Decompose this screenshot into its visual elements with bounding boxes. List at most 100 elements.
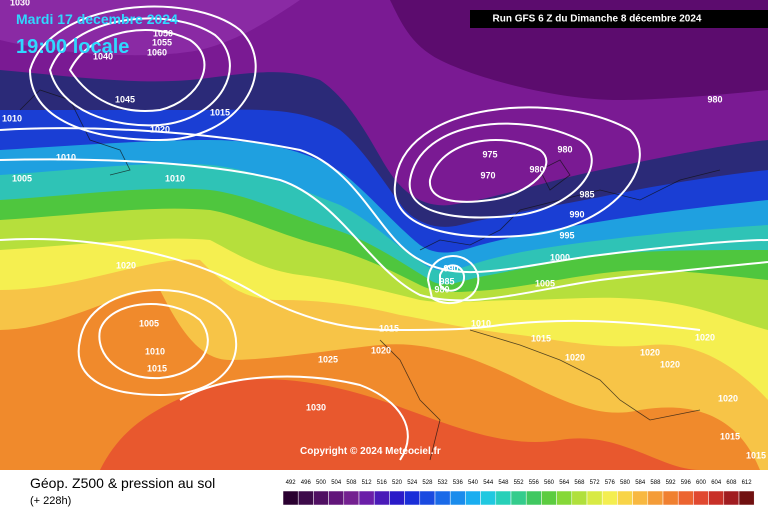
isobar-label: 1055	[152, 37, 172, 47]
scale-swatch	[708, 490, 725, 506]
scale-swatch	[677, 490, 694, 506]
isobar-label: 970	[480, 170, 495, 180]
isobar-label: 1010	[56, 152, 76, 162]
scale-swatch	[525, 490, 542, 506]
scale-label: 604	[711, 480, 722, 486]
scale-swatch	[282, 490, 299, 506]
scale-label: 580	[620, 480, 631, 486]
isobar-label: 1020	[116, 260, 136, 270]
scale-label: 500	[316, 480, 327, 486]
isobar-label: 995	[559, 230, 574, 240]
scale-swatch	[510, 490, 527, 506]
copyright: Copyright © 2024 Meteociel.fr	[300, 446, 441, 457]
isobar-label: 1020	[565, 352, 585, 362]
scale-swatch	[389, 490, 405, 506]
scale-swatch	[723, 490, 740, 506]
scale-label: 512	[362, 480, 373, 486]
isobar-label: 1050	[153, 28, 173, 38]
isobar-label: 1010	[145, 346, 165, 356]
scale-label: 516	[377, 480, 388, 486]
scale-label: 508	[346, 480, 357, 486]
z500-field	[0, 0, 768, 470]
scale-swatch	[647, 490, 664, 506]
isobar-label: 1010	[165, 173, 185, 183]
scale-label: 572	[590, 480, 601, 486]
isobar-label: 975	[482, 149, 497, 159]
scale-swatch	[480, 490, 497, 506]
scale-swatch	[328, 490, 345, 506]
legend-title: Géop. Z500 & pression au sol	[30, 475, 215, 491]
scale-label: 524	[407, 480, 418, 486]
scale-swatch	[693, 490, 709, 506]
isobar-label: 1005	[139, 318, 159, 328]
scale-label: 612	[742, 480, 753, 486]
scale-label: 544	[483, 480, 494, 486]
scale-label: 528	[422, 480, 433, 486]
color-scale: 492 496 500 504 508 512 516 520 524 528 532 536 540 5…	[282, 480, 755, 506]
isobar-label: 985	[579, 189, 594, 199]
scale-swatch	[373, 490, 390, 506]
scale-swatch	[343, 490, 360, 506]
isobar-label: 1020	[150, 124, 170, 134]
scale-label: 556	[529, 480, 540, 486]
scale-swatch	[571, 490, 588, 506]
scale-swatch	[404, 490, 421, 506]
isobar-label: 1020	[371, 345, 391, 355]
legend-subtitle: (+ 228h)	[30, 495, 71, 507]
isobar-label: 1005	[12, 173, 32, 183]
scale-label: 560	[544, 480, 555, 486]
isobar-label: 1045	[115, 94, 135, 104]
run-info: Run GFS 6 Z du Dimanche 8 décembre 2024	[493, 14, 702, 25]
scale-swatch	[556, 490, 573, 506]
isobar-label: 1015	[531, 333, 551, 343]
isobar-label: 1000	[550, 252, 570, 262]
isobar-label: 1025	[318, 354, 338, 364]
scale-swatch	[495, 490, 512, 506]
scale-swatch	[617, 490, 633, 506]
scale-label: 568	[574, 480, 585, 486]
scale-label: 608	[726, 480, 737, 486]
isobar-label: 980	[557, 144, 572, 154]
scale-label: 496	[301, 480, 312, 486]
scale-label: 552	[514, 480, 525, 486]
scale-swatch	[465, 490, 481, 506]
isobar-label: 1010	[471, 318, 491, 328]
scale-swatch	[738, 490, 755, 506]
scale-swatch	[632, 490, 649, 506]
isobar-label: 1015	[379, 323, 399, 333]
isobar-label: 1040	[93, 51, 113, 61]
scale-label: 540	[468, 480, 479, 486]
scale-label: 564	[559, 480, 570, 486]
scale-label: 504	[331, 480, 342, 486]
scale-label: 584	[635, 480, 646, 486]
scale-label: 548	[498, 480, 509, 486]
forecast-time: 19:00 locale	[16, 36, 129, 58]
isobar-label: 990	[569, 209, 584, 219]
isobar-label: 1020	[660, 359, 680, 369]
scale-label: 588	[650, 480, 661, 486]
scale-swatch	[449, 490, 466, 506]
isobar-label: 1020	[718, 393, 738, 403]
isobar-label: 1015	[746, 450, 766, 460]
scale-label: 596	[681, 480, 692, 486]
scale-label: 592	[666, 480, 677, 486]
scale-swatch	[358, 490, 375, 506]
scale-label: 532	[438, 480, 449, 486]
scale-label: 600	[696, 480, 707, 486]
run-banner	[470, 10, 768, 28]
scale-swatch	[434, 490, 451, 506]
isobar-label: 1030	[306, 402, 326, 412]
scale-swatch	[586, 490, 603, 506]
scale-swatch	[662, 490, 679, 506]
isobar-label: 1015	[720, 431, 740, 441]
isobar-label: 1020	[640, 347, 660, 357]
isobar-label: 980	[529, 164, 544, 174]
isobar-label: 980	[434, 284, 449, 294]
isobar-label: 1060	[147, 47, 167, 57]
isobars	[0, 5, 768, 461]
isobar-label: 1015	[147, 363, 167, 373]
isobar-label: 1030	[10, 0, 30, 7]
isobar-label: 1010	[2, 113, 22, 123]
